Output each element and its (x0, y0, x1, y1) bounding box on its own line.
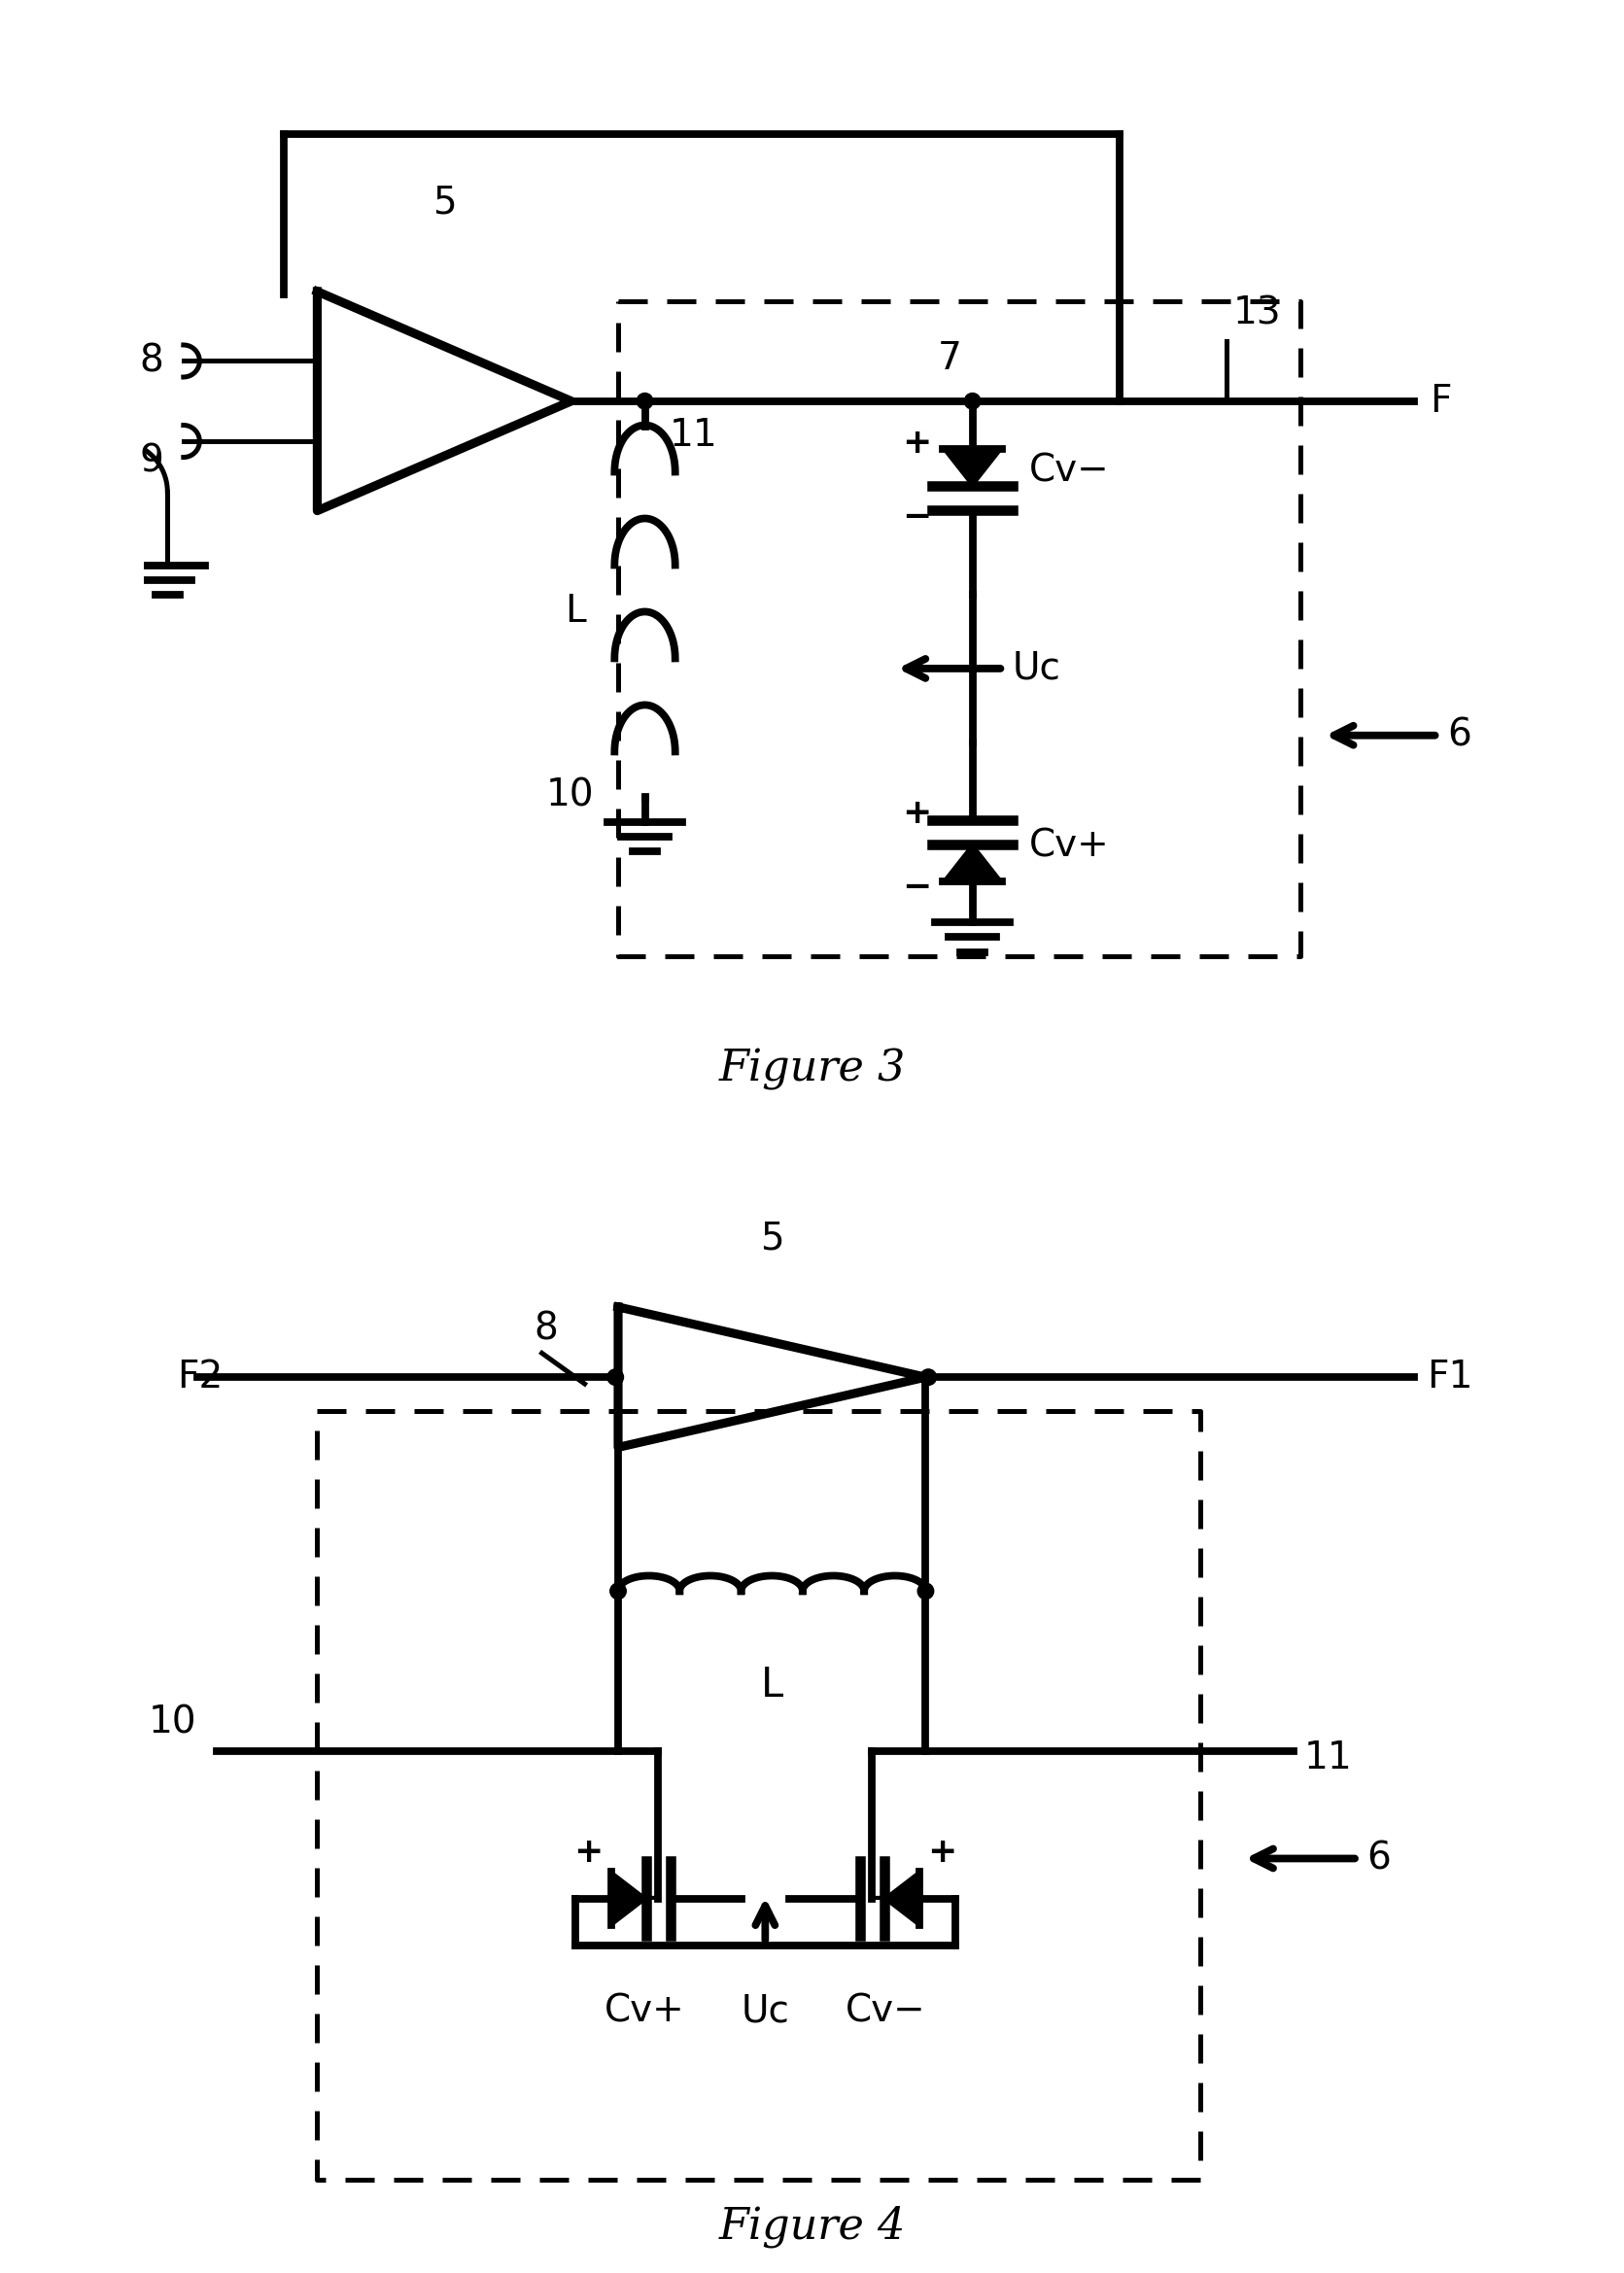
Text: Figure 4: Figure 4 (718, 2205, 906, 2248)
Text: +: + (927, 1834, 957, 1868)
Text: 5: 5 (760, 1221, 784, 1257)
Text: Cv−: Cv− (1028, 452, 1109, 489)
Text: Cv+: Cv+ (1028, 827, 1109, 864)
Circle shape (965, 393, 979, 409)
Text: +: + (901, 427, 931, 459)
Polygon shape (611, 1873, 646, 1925)
Text: 11: 11 (1304, 1739, 1353, 1777)
Text: +: + (901, 798, 931, 830)
Text: −: − (633, 1882, 664, 1916)
Text: F: F (1429, 382, 1452, 421)
Text: F2: F2 (177, 1359, 222, 1396)
Text: Cv+: Cv+ (604, 1991, 685, 2030)
Text: Uc: Uc (1013, 650, 1060, 686)
Text: −: − (901, 500, 931, 534)
Text: L: L (565, 593, 586, 630)
Text: −: − (901, 871, 931, 905)
Text: 10: 10 (546, 777, 594, 814)
Text: 11: 11 (669, 418, 718, 455)
Text: Uc: Uc (741, 1991, 789, 2030)
Polygon shape (944, 448, 1002, 486)
Text: 7: 7 (937, 341, 961, 377)
Text: 10: 10 (149, 1705, 197, 1741)
Circle shape (638, 393, 653, 409)
Text: +: + (573, 1834, 604, 1868)
Text: −: − (867, 1882, 896, 1916)
Polygon shape (883, 1873, 919, 1925)
Text: Figure 3: Figure 3 (718, 1048, 906, 1091)
Text: 13: 13 (1233, 295, 1281, 332)
Text: 9: 9 (140, 443, 164, 480)
Circle shape (607, 1371, 622, 1384)
Text: F1: F1 (1427, 1359, 1473, 1396)
Circle shape (611, 1584, 625, 1598)
Circle shape (921, 1371, 935, 1384)
Text: 6: 6 (1447, 716, 1471, 755)
Polygon shape (944, 843, 1002, 882)
Text: 8: 8 (534, 1312, 559, 1348)
Text: Cv−: Cv− (846, 1991, 926, 2030)
Text: L: L (760, 1664, 783, 1705)
Text: 5: 5 (432, 184, 456, 220)
Text: 8: 8 (140, 343, 164, 380)
Circle shape (918, 1584, 934, 1598)
Text: 6: 6 (1367, 1841, 1392, 1877)
